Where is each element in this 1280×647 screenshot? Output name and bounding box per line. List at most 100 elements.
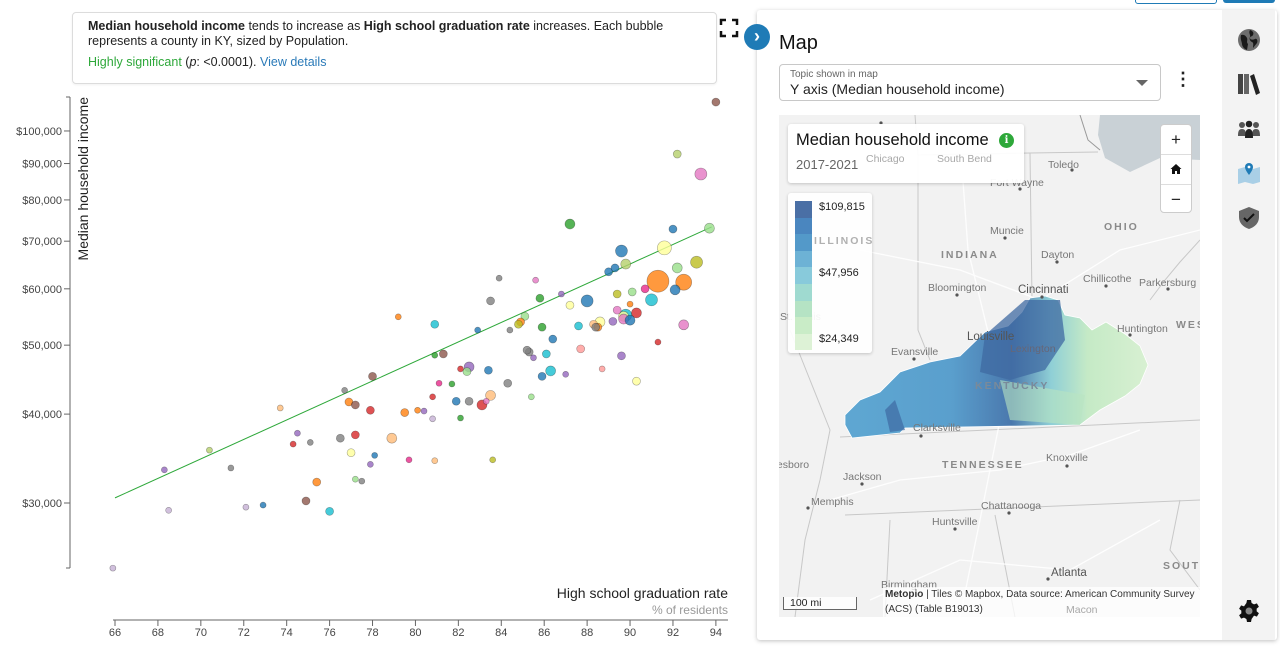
- county-bubble[interactable]: [435, 379, 443, 387]
- county-bubble[interactable]: [394, 313, 402, 321]
- shield-check-icon[interactable]: [1237, 206, 1261, 230]
- county-bubble[interactable]: [482, 397, 490, 405]
- county-bubble[interactable]: [495, 274, 503, 282]
- county-bubble[interactable]: [336, 433, 345, 443]
- more-options-icon[interactable]: ⋮: [1174, 69, 1192, 89]
- county-bubble[interactable]: [514, 319, 523, 329]
- county-bubble[interactable]: [522, 345, 532, 355]
- county-bubble[interactable]: [604, 267, 613, 277]
- county-bubble[interactable]: [675, 273, 692, 291]
- county-bubble[interactable]: [694, 167, 708, 181]
- county-bubble[interactable]: [576, 344, 585, 354]
- county-bubble[interactable]: [535, 293, 545, 303]
- county-bubble[interactable]: [276, 404, 284, 412]
- county-bubble[interactable]: [109, 564, 117, 572]
- county-bubble[interactable]: [690, 255, 703, 269]
- county-bubble[interactable]: [259, 501, 267, 509]
- county-bubble[interactable]: [532, 276, 539, 284]
- county-bubble[interactable]: [548, 334, 558, 344]
- county-bubble[interactable]: [503, 378, 513, 388]
- county-bubble[interactable]: [612, 305, 622, 315]
- county-bubble[interactable]: [420, 407, 428, 415]
- county-bubble[interactable]: [439, 349, 448, 359]
- county-bubble[interactable]: [405, 456, 413, 464]
- county-bubble[interactable]: [591, 322, 601, 332]
- county-bubble[interactable]: [351, 430, 360, 440]
- county-bubble[interactable]: [654, 338, 662, 346]
- collapse-panel-button[interactable]: ›: [744, 24, 770, 50]
- county-bubble[interactable]: [558, 290, 565, 298]
- county-bubble[interactable]: [598, 365, 606, 373]
- county-bubble[interactable]: [429, 393, 436, 401]
- county-bubble[interactable]: [242, 503, 250, 511]
- county-bubble[interactable]: [457, 414, 464, 422]
- county-bubble[interactable]: [565, 300, 575, 310]
- county-bubble[interactable]: [346, 448, 356, 458]
- top-outline-button[interactable]: [1135, 0, 1217, 4]
- county-bubble[interactable]: [711, 97, 721, 107]
- county-bubble[interactable]: [367, 461, 374, 468]
- county-bubble[interactable]: [620, 258, 632, 270]
- county-bubble[interactable]: [294, 429, 301, 437]
- view-details-link[interactable]: View details: [259, 55, 327, 69]
- county-bubble[interactable]: [206, 446, 213, 454]
- county-bubble[interactable]: [414, 406, 421, 414]
- library-icon[interactable]: [1237, 72, 1261, 96]
- county-bubble[interactable]: [161, 466, 168, 474]
- fullscreen-icon[interactable]: [719, 18, 739, 38]
- county-bubble[interactable]: [631, 307, 642, 319]
- home-button[interactable]: [1161, 155, 1191, 185]
- county-bubble[interactable]: [301, 496, 311, 506]
- county-bubble[interactable]: [562, 370, 569, 378]
- map-icon[interactable]: [1237, 162, 1261, 186]
- county-bubble[interactable]: [626, 300, 634, 308]
- county-bubble[interactable]: [520, 311, 530, 321]
- county-bubble[interactable]: [645, 293, 658, 307]
- county-bubble[interactable]: [462, 367, 472, 376]
- people-icon[interactable]: [1237, 117, 1261, 141]
- county-bubble[interactable]: [341, 387, 348, 394]
- county-bubble[interactable]: [352, 475, 359, 483]
- county-bubble[interactable]: [448, 380, 456, 388]
- county-bubble[interactable]: [400, 408, 410, 417]
- county-bubble[interactable]: [612, 289, 622, 299]
- county-bubble[interactable]: [457, 365, 464, 373]
- county-bubble[interactable]: [671, 262, 683, 274]
- county-bubble[interactable]: [366, 405, 375, 415]
- county-bubble[interactable]: [624, 314, 636, 326]
- county-bubble[interactable]: [484, 365, 493, 375]
- county-bubble[interactable]: [640, 284, 650, 294]
- county-bubble[interactable]: [646, 269, 670, 293]
- topic-select[interactable]: Topic shown in map Y axis (Median househ…: [779, 64, 1161, 101]
- county-bubble[interactable]: [485, 390, 496, 401]
- county-bubble[interactable]: [545, 365, 556, 377]
- county-bubble[interactable]: [371, 452, 378, 459]
- county-bubble[interactable]: [429, 415, 436, 423]
- county-bubble[interactable]: [672, 149, 682, 159]
- county-bubble[interactable]: [227, 464, 235, 472]
- county-bubble[interactable]: [608, 317, 618, 326]
- county-bubble[interactable]: [542, 349, 551, 359]
- attribution-brand[interactable]: Metopio: [885, 589, 924, 600]
- top-primary-button[interactable]: [1223, 0, 1275, 3]
- globe-icon[interactable]: [1237, 28, 1261, 52]
- county-bubble[interactable]: [351, 400, 360, 410]
- county-bubble[interactable]: [165, 506, 172, 514]
- county-bubble[interactable]: [325, 507, 334, 516]
- zoom-out-button[interactable]: −: [1171, 190, 1181, 209]
- zoom-in-button[interactable]: +: [1161, 125, 1191, 155]
- county-bubble[interactable]: [474, 326, 481, 334]
- county-bubble[interactable]: [632, 376, 641, 386]
- county-bubble[interactable]: [368, 372, 377, 381]
- county-bubble[interactable]: [486, 296, 495, 306]
- county-bubble[interactable]: [615, 244, 628, 258]
- county-bubble[interactable]: [704, 222, 715, 234]
- map-view[interactable]: Toledo Fort Wayne Muncie Dayton Chillico…: [779, 115, 1200, 617]
- gear-icon[interactable]: [1237, 599, 1261, 623]
- county-bubble[interactable]: [431, 457, 439, 465]
- county-bubble[interactable]: [312, 477, 322, 487]
- county-bubble[interactable]: [306, 439, 314, 446]
- county-bubble[interactable]: [289, 440, 297, 448]
- county-bubble[interactable]: [386, 432, 398, 444]
- county-bubble[interactable]: [358, 477, 366, 485]
